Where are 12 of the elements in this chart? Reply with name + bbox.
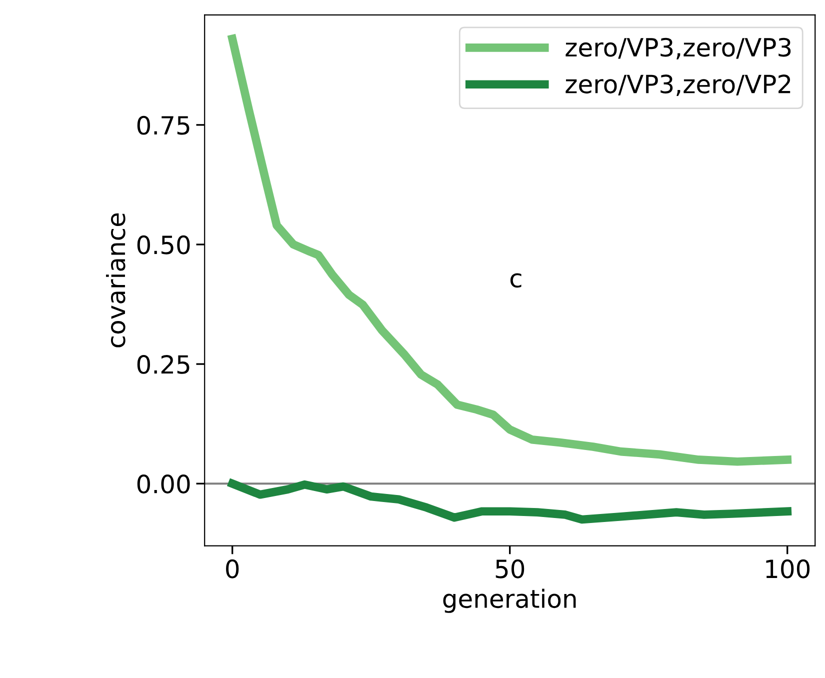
x-tick-label: 100 [766, 559, 810, 578]
y-tick-label: 0.75 [137, 116, 190, 135]
y-tick-label: 0.50 [137, 235, 190, 254]
x-tick-label: 0 [226, 559, 239, 578]
y-tick-label: 0.25 [137, 354, 190, 374]
x-axis-title: generation [443, 588, 576, 613]
legend-label: zero/VP3,zero/VP3 [566, 38, 791, 60]
y-tick-label: 0.00 [137, 474, 190, 494]
x-tick-label: 50 [496, 559, 524, 578]
annotation: c [510, 273, 522, 288]
y-axis-title: covariance [106, 213, 126, 348]
legend-label: zero/VP3,zero/VP2 [566, 74, 790, 96]
